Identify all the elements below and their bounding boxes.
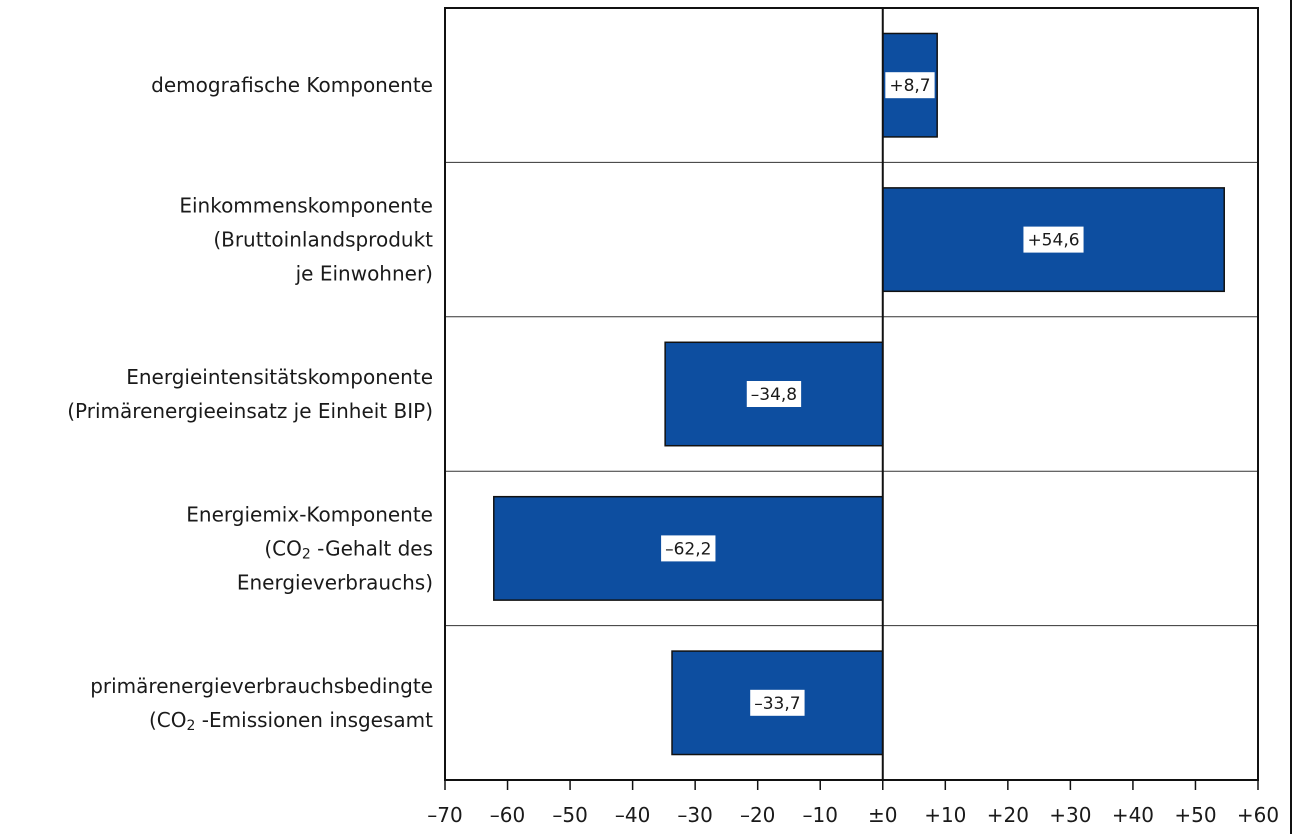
x-tick-label: –10 — [803, 803, 838, 827]
x-tick-label: –30 — [677, 803, 712, 827]
value-label-background — [885, 72, 935, 99]
value-label-background — [746, 381, 802, 407]
x-tick-label: +10 — [924, 803, 966, 827]
bars — [493, 32, 1225, 756]
x-tick-label: +40 — [1112, 803, 1154, 827]
category-label: demografische Komponente — [151, 73, 433, 97]
plot-border — [444, 7, 1259, 781]
x-tick-label: +20 — [987, 803, 1029, 827]
value-label: +8,7 — [889, 76, 930, 96]
row-separators — [445, 161, 1258, 627]
value-label: +54,6 — [1027, 231, 1079, 251]
category-label: Energieverbrauchs) — [237, 570, 433, 594]
value-labels: +8,7 +54,6 –34,8 –62,2 –33,7 — [661, 72, 1084, 716]
category-label: (Bruttoinlandsprodukt — [213, 228, 433, 252]
category-label: Energieintensitätskomponente — [126, 365, 433, 389]
value-label: –33,7 — [754, 694, 800, 714]
value-label-background — [661, 535, 716, 562]
category-label: Energiemix-Komponente — [186, 502, 433, 526]
x-tick-label: ±0 — [868, 803, 897, 827]
value-label-background — [1023, 226, 1084, 253]
category-label: primärenergieverbrauchsbedingte — [90, 674, 433, 698]
plot-frame — [444, 0, 1292, 834]
category-label: Einkommenskomponente — [179, 194, 433, 218]
value-label: –34,8 — [751, 385, 797, 405]
x-tick-label: –60 — [490, 803, 525, 827]
category-label: (Primärenergieeinsatz je Einheit BIP) — [67, 399, 433, 423]
x-tick-label: –40 — [615, 803, 650, 827]
x-tick-label: –70 — [427, 803, 462, 827]
value-label: –62,2 — [665, 539, 711, 559]
x-tick-label: –50 — [552, 803, 587, 827]
value-label-background — [750, 689, 805, 716]
x-tick-label: –20 — [740, 803, 775, 827]
category-label: (CO2 -Emissionen insgesamt — [149, 708, 433, 734]
category-labels: demografische Komponente Einkommenskompon… — [67, 73, 433, 734]
category-label: je Einwohner) — [295, 262, 433, 286]
x-tick-label: +50 — [1174, 803, 1216, 827]
x-tick-label: +60 — [1237, 803, 1279, 827]
x-ticks: –70 –60 –50 –40 –30 –20 –10 ±0 +10 +20 +30 +40 +50 +6… — [427, 780, 1279, 827]
x-tick-label: +30 — [1049, 803, 1091, 827]
category-label: (CO2 -Gehalt des — [264, 536, 433, 562]
